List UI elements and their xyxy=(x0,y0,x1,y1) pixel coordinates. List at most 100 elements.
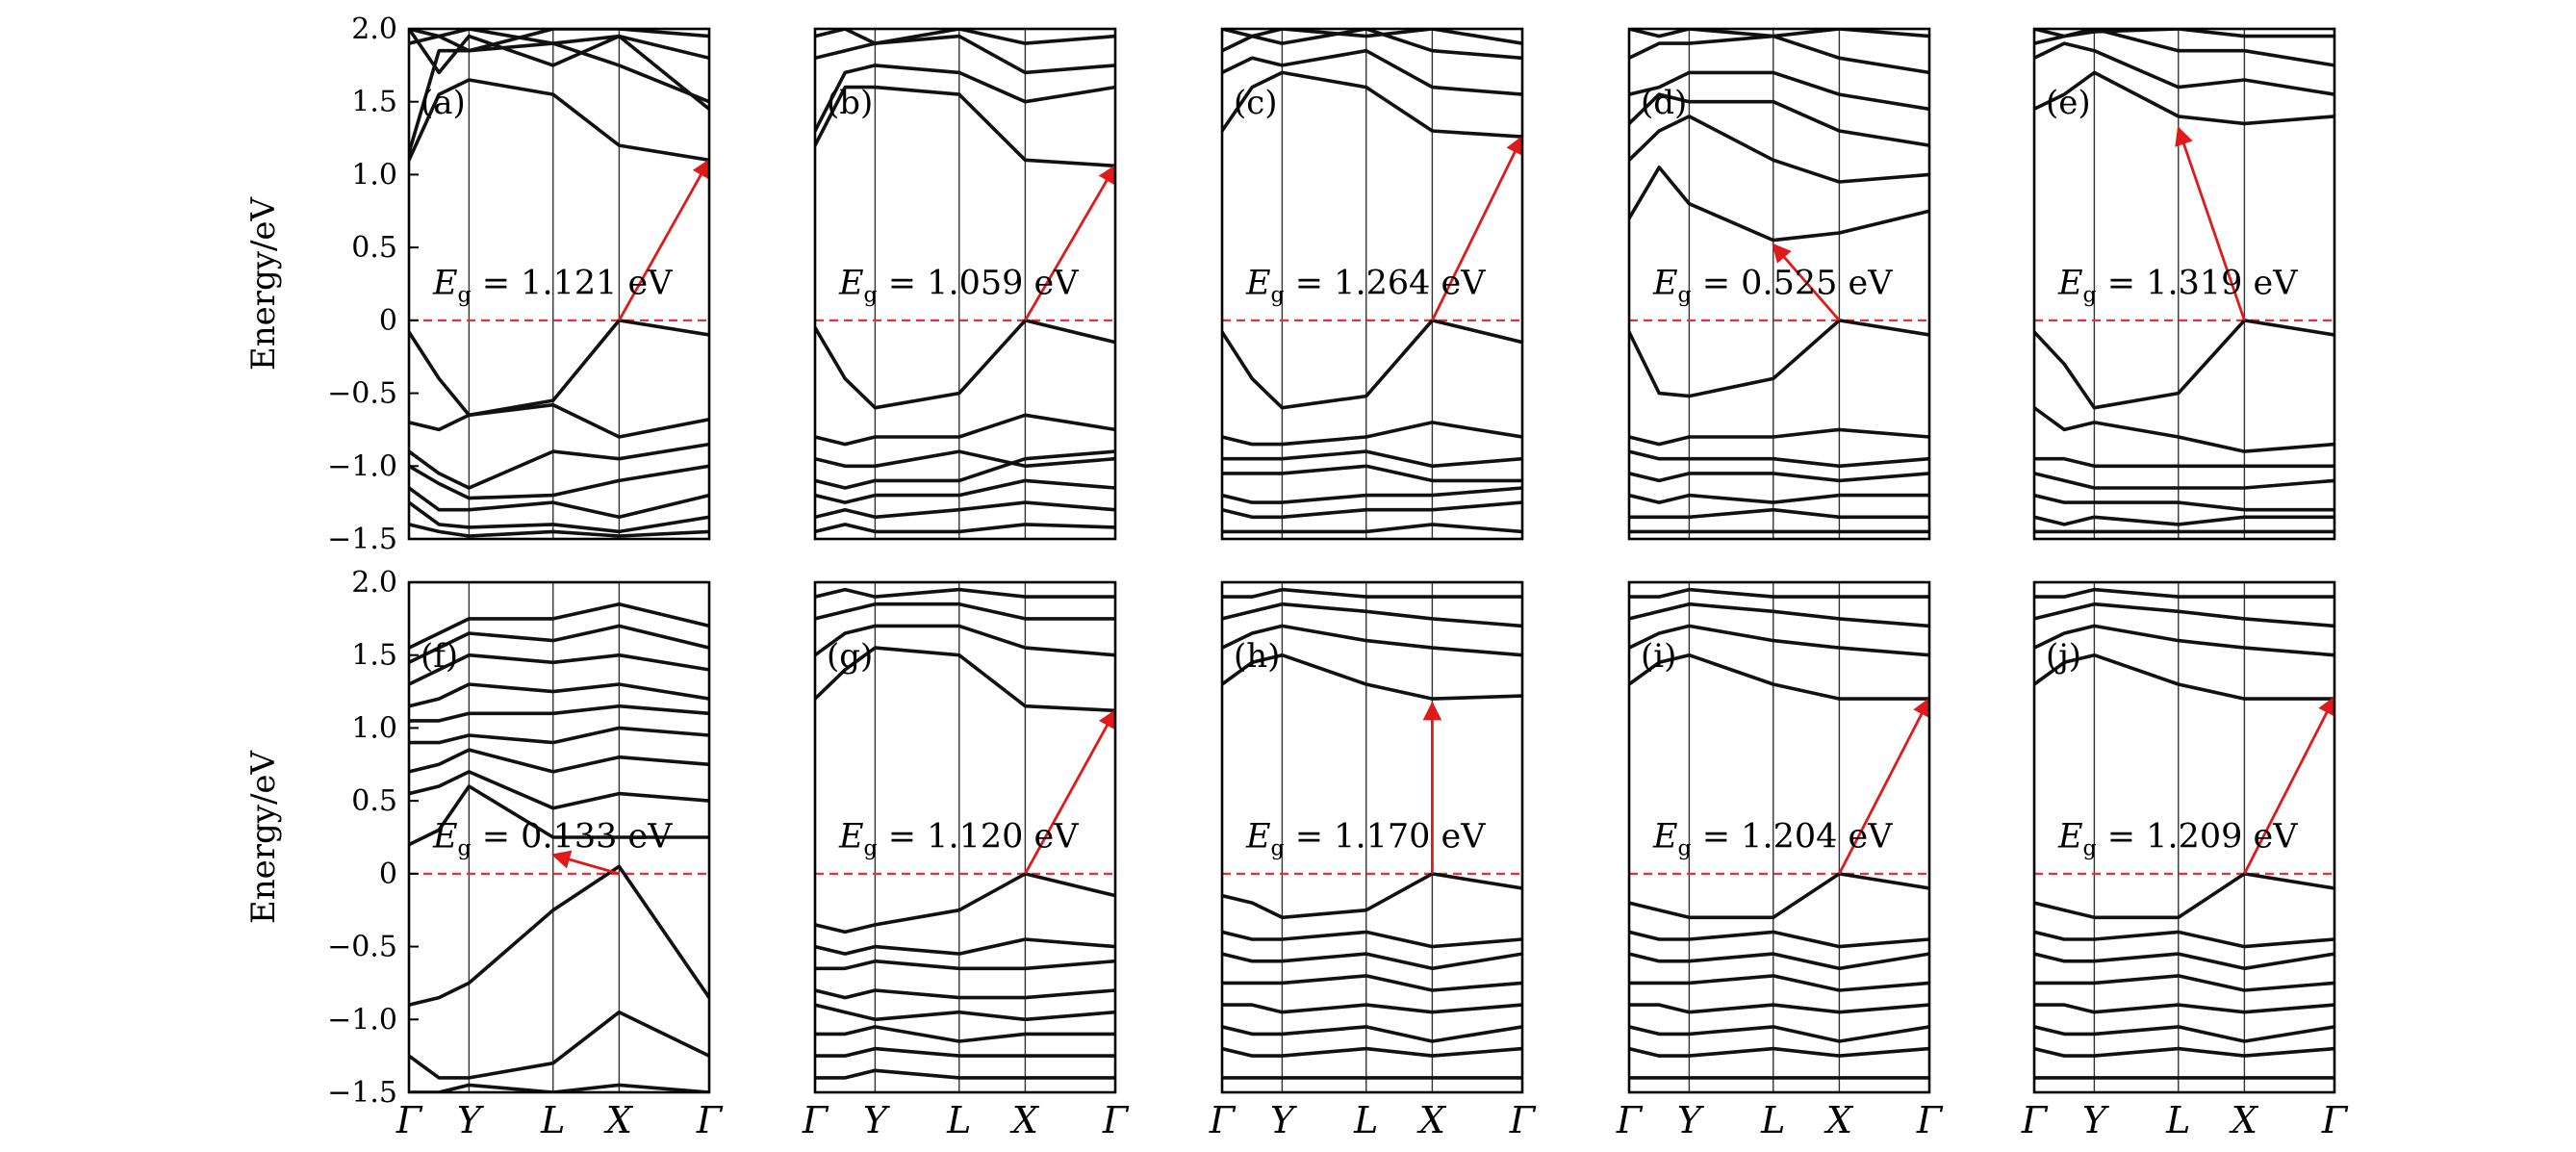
band-gap-arrow xyxy=(1772,243,1841,321)
panel-label: (d) xyxy=(1641,84,1687,122)
valence-band xyxy=(815,449,1115,469)
conduction-band xyxy=(2034,602,2334,628)
valence-band xyxy=(409,523,709,538)
conduction-band xyxy=(815,624,1115,657)
band-gap-label: Eg = 1.209 eV xyxy=(2057,818,2298,861)
y-tick-label: 1.0 xyxy=(351,158,397,192)
k-point-label: Γ xyxy=(1916,1099,1944,1141)
panel-a: (a) Eg = 1.121 eV 2.0 1.5 1.0 0.5 0 −0.5 −1.0 −1.… xyxy=(244,13,711,556)
conduction-band xyxy=(815,646,1115,713)
conduction-band xyxy=(1222,624,1522,657)
band-gap-arrow xyxy=(1024,708,1115,875)
y-tick-label: 0 xyxy=(379,304,397,338)
eg-symbol: E xyxy=(2057,818,2083,857)
conduction-band xyxy=(409,624,709,665)
eg-symbol: E xyxy=(838,818,864,857)
panel-frame xyxy=(1220,27,1524,541)
conduction-band xyxy=(409,770,709,810)
eg-subscript: g xyxy=(864,284,878,308)
valence-band xyxy=(815,959,1115,971)
y-tick-label: −1.5 xyxy=(327,1076,397,1110)
eg-value: = 1.120 eV xyxy=(878,818,1080,857)
panel-label: (h) xyxy=(1234,637,1280,676)
valence-band xyxy=(2034,319,2334,410)
band-gap-arrow xyxy=(1024,164,1115,321)
k-point-label: X xyxy=(2229,1099,2259,1141)
k-point-label: X xyxy=(1416,1099,1447,1141)
eg-symbol: E xyxy=(1652,818,1678,857)
valence-band xyxy=(815,449,1115,490)
valence-band xyxy=(1629,1046,1929,1058)
valence-band xyxy=(2034,405,2334,453)
conduction-band xyxy=(1222,70,1522,139)
eg-value: = 1.319 eV xyxy=(2097,265,2299,303)
valence-band xyxy=(1222,319,1522,410)
panel-label: (e) xyxy=(2046,84,2091,122)
valence-band xyxy=(409,442,709,490)
valence-band xyxy=(1629,952,1929,971)
y-tick-label: 1.5 xyxy=(351,86,397,119)
valence-band xyxy=(1629,493,1929,504)
eg-value: = 1.209 eV xyxy=(2097,818,2299,857)
conduction-band xyxy=(1629,92,1929,147)
eg-symbol: E xyxy=(838,265,864,303)
conduction-band xyxy=(409,78,709,163)
eg-value: = 0.525 eV xyxy=(1692,265,1894,303)
valence-band xyxy=(1629,507,1929,520)
conduction-band xyxy=(2034,29,2334,67)
conduction-band xyxy=(1629,624,1929,657)
panel-f: (f) Eg = 0.133 eV 2.0 1.5 1.0 0.5 0 −0.5 −1.0 −1.… xyxy=(244,566,724,1141)
k-point-label: Γ xyxy=(2321,1099,2349,1141)
conduction-band xyxy=(409,29,709,61)
valence-band xyxy=(1222,449,1522,469)
conduction-band xyxy=(815,85,1115,168)
conduction-band xyxy=(409,748,709,774)
eg-symbol: E xyxy=(2057,265,2083,303)
y-tick-label: 2.0 xyxy=(351,566,397,600)
panel-frame xyxy=(813,27,1117,541)
plot-area xyxy=(2034,29,2334,539)
panel-frame xyxy=(2032,27,2336,541)
conduction-band xyxy=(1222,653,1522,701)
panel-label: (a) xyxy=(421,84,466,122)
k-point-label: Γ xyxy=(395,1099,423,1141)
conduction-band xyxy=(409,704,709,723)
panel-g: (g)Eg = 1.120 eVΓ Y L X Γ xyxy=(802,580,1130,1141)
valence-band xyxy=(1222,974,1522,992)
y-tick-label: 0.5 xyxy=(351,784,397,818)
valence-band xyxy=(1222,1025,1522,1043)
panel-frame xyxy=(2032,580,2336,1094)
valence-band xyxy=(409,864,709,1007)
k-point-label: Γ xyxy=(1509,1099,1537,1141)
k-point-label: Γ xyxy=(696,1099,724,1141)
k-point-label: L xyxy=(2165,1099,2190,1141)
conduction-band xyxy=(1629,602,1929,628)
valence-band xyxy=(1629,974,1929,992)
conduction-band xyxy=(1629,115,1929,184)
eg-value: = 1.121 eV xyxy=(472,265,674,303)
valence-band xyxy=(409,402,709,439)
eg-subscript: g xyxy=(458,837,472,861)
k-point-label: Γ xyxy=(802,1099,829,1141)
conduction-band xyxy=(409,784,709,847)
eg-value: = 1.264 eV xyxy=(1285,265,1487,303)
valence-band xyxy=(1222,500,1522,520)
valence-band xyxy=(815,1003,1115,1022)
k-point-label: L xyxy=(540,1099,565,1141)
plot-area xyxy=(815,582,1115,1092)
conduction-band xyxy=(1222,602,1522,628)
eg-subscript: g xyxy=(2083,837,2097,861)
eg-value: = 1.204 eV xyxy=(1692,818,1894,857)
y-tick-label: −1.0 xyxy=(327,449,397,483)
valence-band xyxy=(815,1025,1115,1043)
plot-area xyxy=(1222,29,1522,539)
k-point-label: Γ xyxy=(2021,1099,2049,1141)
y-tick-label: 1.5 xyxy=(351,639,397,673)
valence-band xyxy=(409,319,709,418)
band-gap-label: Eg = 1.121 eV xyxy=(432,265,673,308)
valence-band xyxy=(815,523,1115,534)
panel-i: (i)Eg = 1.204 eVΓ Y L X Γ xyxy=(1616,580,1944,1141)
panel-frame xyxy=(407,580,711,1094)
y-axis-label: Energy/eV xyxy=(244,195,283,371)
panel-j: (j)Eg = 1.209 eVΓ Y L X Γ xyxy=(2021,580,2349,1141)
